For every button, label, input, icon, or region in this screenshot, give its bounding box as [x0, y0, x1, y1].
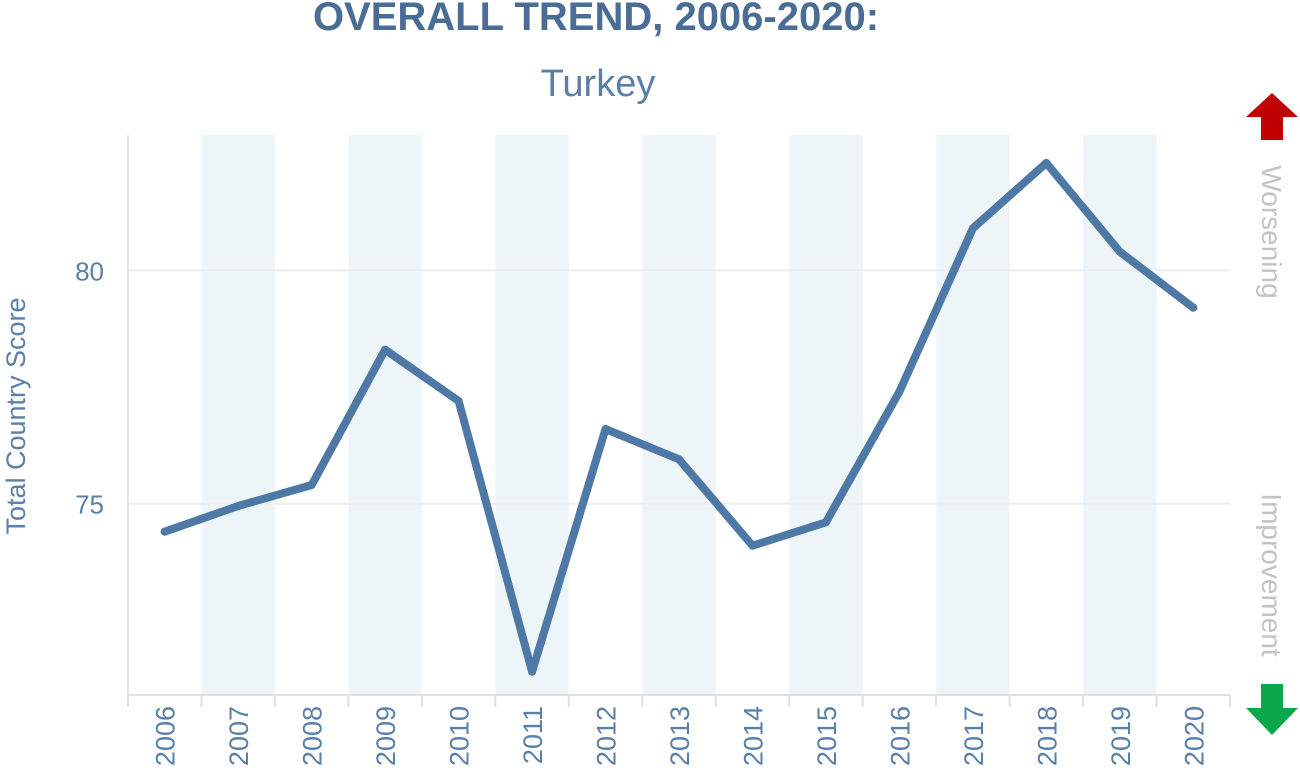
data-point [1189, 303, 1198, 312]
direction-indicators: Worsening Improvement [1246, 93, 1298, 735]
data-point [675, 455, 683, 464]
x-tick-label: 2012 [592, 706, 622, 766]
x-tick-label: 2015 [812, 706, 842, 766]
x-tick-label: 2018 [1032, 706, 1062, 766]
x-tick-label: 2014 [738, 706, 768, 766]
x-tick-label: 2020 [1179, 706, 1209, 766]
axes [127, 135, 1231, 707]
data-point [1115, 247, 1124, 256]
column-band [789, 135, 863, 695]
x-tick-label: 2016 [885, 706, 915, 766]
y-axis-label: Total Country Score [1, 297, 31, 534]
data-point [895, 387, 904, 396]
series [160, 159, 1198, 676]
data-point [821, 518, 830, 527]
data-point [601, 425, 610, 433]
data-point [968, 224, 977, 233]
x-tick-label: 2006 [151, 706, 181, 766]
x-tick-label: 2017 [959, 706, 989, 766]
x-tick-label: 2010 [445, 706, 475, 766]
data-point [528, 667, 537, 676]
y-tick-label: 75 [75, 490, 104, 520]
gridlines [128, 269, 1230, 505]
green-down-arrow-icon [1246, 684, 1298, 735]
data-point [234, 502, 243, 510]
improvement-label: Improvement [1256, 493, 1287, 657]
data-point [381, 345, 390, 354]
y-tick-labels: 75 80 [75, 256, 104, 519]
x-tick-label: 2011 [518, 706, 548, 764]
chart-title: OVERALL TREND, 2006-2020: [313, 0, 879, 39]
x-tick-label: 2019 [1106, 706, 1136, 766]
column-band [201, 135, 275, 695]
red-up-arrow-icon [1246, 93, 1298, 140]
x-tick-label: 2007 [224, 706, 254, 766]
data-point [454, 397, 463, 405]
data-point [160, 527, 169, 536]
y-tick-label: 80 [75, 256, 104, 286]
worsening-label: Worsening [1256, 165, 1287, 298]
data-point [748, 541, 757, 550]
data-point [307, 481, 316, 489]
data-point [1042, 159, 1051, 167]
chart-subtitle: Turkey [541, 63, 656, 105]
x-tick-labels: 2006 2007 2008 2009 2010 2011 2012 2013 2014 2015… [151, 706, 1210, 766]
column-band [348, 135, 422, 695]
column-band [495, 135, 569, 695]
column-band [642, 135, 716, 695]
column-bands [201, 135, 1157, 695]
column-band [936, 135, 1010, 695]
x-tick-label: 2013 [665, 706, 695, 766]
x-tick-label: 2008 [298, 706, 328, 766]
x-tick-label: 2009 [371, 706, 401, 766]
